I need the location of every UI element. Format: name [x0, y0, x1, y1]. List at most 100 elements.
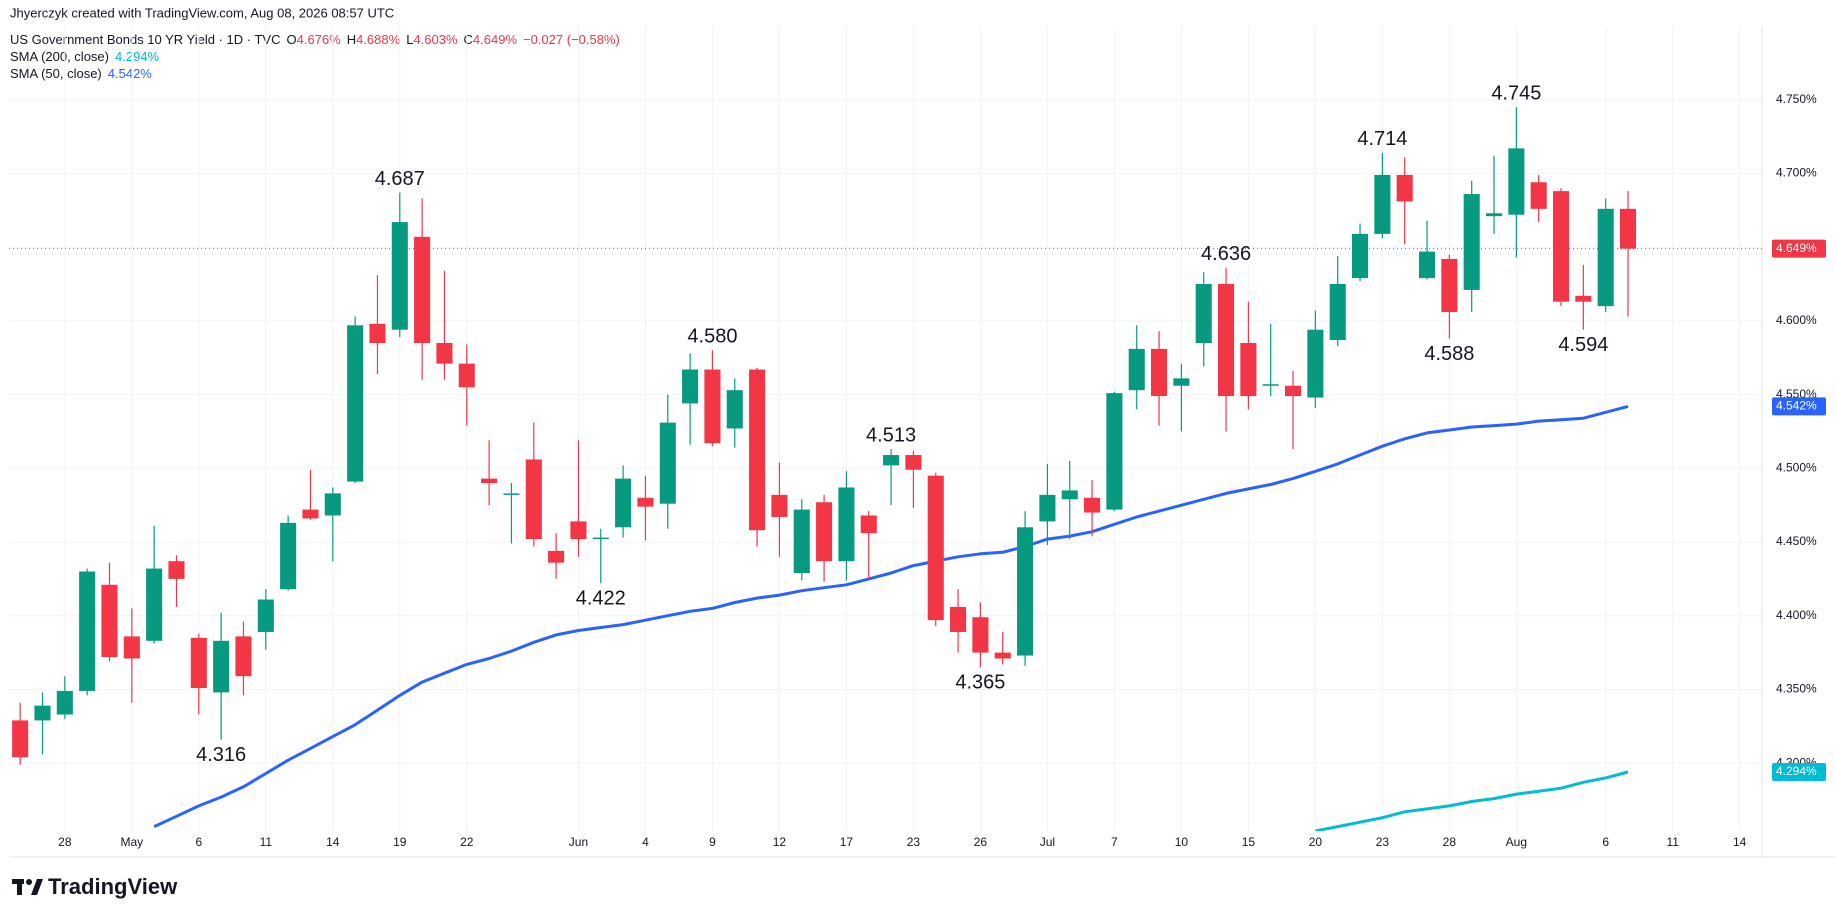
- candle-body: [481, 478, 498, 484]
- y-tick-label: 4.750%: [1776, 92, 1817, 106]
- candle-body: [860, 515, 877, 534]
- high-low-label: 4.422: [576, 588, 626, 610]
- candle-body: [1597, 208, 1614, 307]
- candle-body: [1441, 258, 1458, 313]
- indicator-name: SMA (200, close): [10, 49, 109, 64]
- candle-body: [972, 617, 989, 653]
- high-low-label: 4.636: [1201, 243, 1251, 265]
- candle-body: [1552, 191, 1570, 302]
- candle-body: [1530, 182, 1547, 209]
- candle-body: [726, 390, 743, 429]
- x-tick-label: 20: [1309, 835, 1323, 849]
- x-tick-label: 14: [1733, 835, 1747, 849]
- ohlc-value: 4.603%: [413, 32, 458, 47]
- candle-body: [302, 509, 319, 519]
- x-tick-label: 6: [195, 835, 202, 849]
- indicator-name: SMA (50, close): [10, 66, 102, 81]
- x-tick-label: 11: [260, 835, 273, 849]
- x-tick-label: 26: [974, 835, 988, 849]
- price-badge-label: 4.542%: [1776, 399, 1817, 413]
- x-tick-label: Jul: [1040, 835, 1055, 849]
- candle-body: [1508, 148, 1525, 215]
- x-tick-label: 28: [1443, 835, 1457, 849]
- indicator-legend: SMA (200, close) 4.294%: [10, 49, 160, 64]
- sma-line: [1315, 770, 1629, 831]
- candle-body: [436, 342, 453, 364]
- tv-logo: TradingView: [12, 874, 178, 899]
- candle-body: [324, 493, 341, 516]
- candle-body: [1084, 497, 1101, 513]
- candle-body: [927, 475, 944, 621]
- candle-body: [1329, 284, 1346, 341]
- x-tick-label: 28: [58, 835, 72, 849]
- candle-body: [391, 222, 408, 330]
- candle-body: [1374, 174, 1391, 234]
- high-low-label: 4.714: [1357, 128, 1407, 150]
- candle-body: [1128, 348, 1145, 391]
- high-low-label: 4.687: [375, 168, 425, 190]
- candle-body: [883, 455, 900, 466]
- x-tick-label: Aug: [1506, 835, 1527, 849]
- candle-body: [1396, 174, 1413, 202]
- x-tick-label: 9: [709, 835, 716, 849]
- high-low-label: 4.745: [1491, 82, 1541, 104]
- candle-body: [950, 606, 967, 632]
- indicator-value: 4.294%: [115, 49, 160, 64]
- candle-body: [280, 522, 297, 590]
- ohlc-value: 4.688%: [356, 32, 401, 47]
- indicator-legend: SMA (50, close) 4.542%: [10, 66, 152, 81]
- candle-body: [682, 369, 699, 404]
- x-tick-label: 23: [1376, 835, 1390, 849]
- candle-body: [548, 550, 565, 563]
- high-low-label: 4.513: [866, 424, 916, 446]
- candle-body: [1485, 213, 1503, 217]
- sma-line: [153, 404, 1629, 828]
- candle-body: [771, 494, 788, 517]
- candle-body: [56, 690, 73, 715]
- high-low-label: 4.588: [1424, 343, 1474, 365]
- candle-body: [414, 236, 431, 343]
- candle-body: [146, 568, 163, 641]
- candle-body: [168, 561, 185, 579]
- candle-body: [1307, 329, 1324, 398]
- candle-body: [637, 497, 654, 507]
- y-tick-label: 4.450%: [1776, 534, 1817, 548]
- x-tick-label: 6: [1602, 835, 1609, 849]
- high-low-label: 4.365: [955, 672, 1005, 694]
- ohlc-value: 4.649%: [473, 32, 518, 47]
- candle-body: [1195, 284, 1212, 343]
- x-tick-label: 10: [1175, 835, 1189, 849]
- candle-body: [101, 584, 118, 658]
- x-tick-label: 12: [773, 835, 787, 849]
- candle-body: [1619, 208, 1637, 249]
- ohlc-value: 4.676%: [297, 32, 342, 47]
- candle-body: [1061, 490, 1078, 500]
- candle-body: [369, 323, 386, 343]
- y-tick-label: 4.550%: [1776, 387, 1817, 401]
- x-tick-label: 23: [907, 835, 921, 849]
- logo-text: TradingView: [48, 874, 178, 899]
- candle-body: [79, 571, 96, 691]
- high-low-label: 4.594: [1558, 334, 1608, 356]
- candle-body: [1218, 284, 1235, 397]
- candle-body: [615, 478, 632, 528]
- ohlc-key: C: [464, 32, 473, 47]
- candle-body: [213, 640, 230, 693]
- x-tick-label: 22: [460, 835, 474, 849]
- candle-body: [704, 369, 721, 444]
- price-badge-label: 4.649%: [1776, 241, 1817, 255]
- candle-body: [235, 636, 252, 677]
- candle-body: [994, 652, 1011, 659]
- x-tick-label: Jun: [569, 835, 588, 849]
- candle-body: [592, 537, 609, 540]
- y-tick-label: 4.400%: [1776, 608, 1817, 622]
- candle-body: [347, 325, 364, 482]
- candle-body: [749, 369, 766, 531]
- candle-body: [1418, 251, 1436, 279]
- candle-body: [1173, 378, 1190, 386]
- y-tick-label: 4.600%: [1776, 313, 1817, 327]
- candle-body: [1285, 385, 1302, 397]
- x-tick-label: 15: [1242, 835, 1256, 849]
- high-low-label: 4.316: [196, 744, 246, 766]
